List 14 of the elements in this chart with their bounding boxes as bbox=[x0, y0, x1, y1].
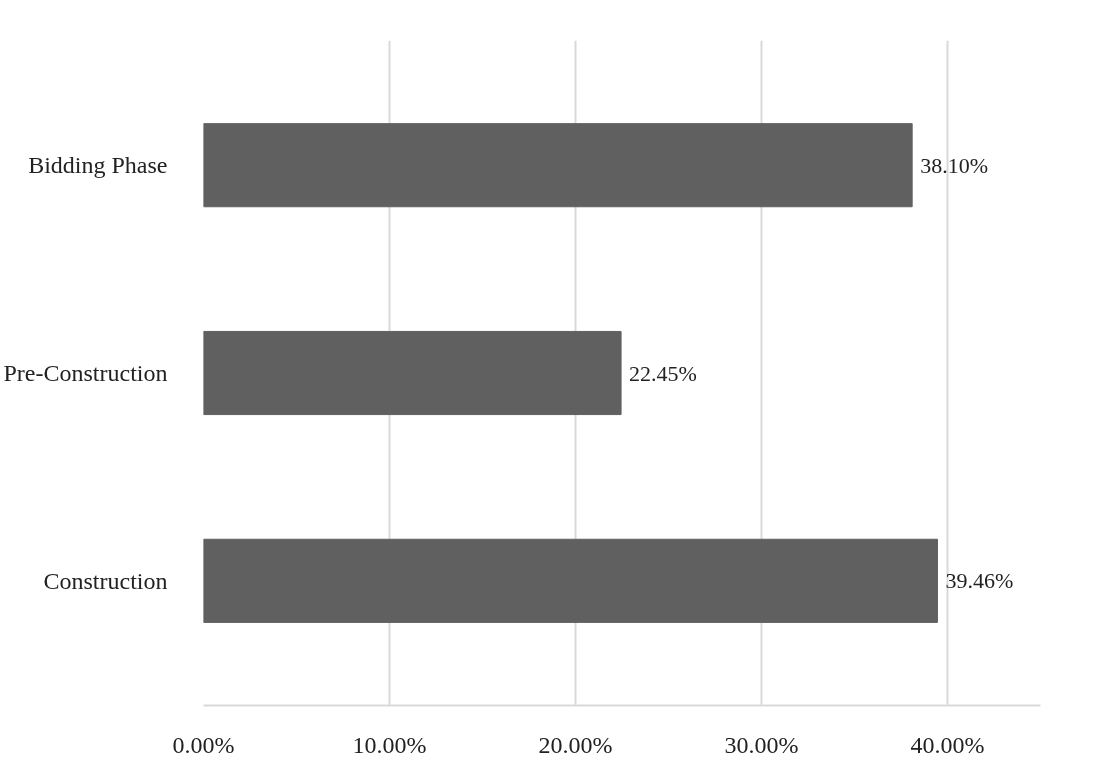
bar bbox=[203, 330, 622, 416]
x-tick-label: 30.00% bbox=[724, 731, 799, 758]
y-tick-label: Construction bbox=[43, 567, 168, 594]
data-label: 38.10% bbox=[920, 152, 988, 178]
y-tick-label: Bidding Phase bbox=[28, 152, 168, 179]
bar bbox=[203, 123, 913, 208]
x-tick-label: 10.00% bbox=[352, 731, 427, 758]
bar bbox=[203, 538, 938, 623]
data-label: 39.46% bbox=[945, 568, 1014, 594]
x-tick-label: 40.00% bbox=[910, 731, 985, 758]
y-tick-label: Pre-Construction bbox=[3, 360, 168, 386]
x-tick-label: 20.00% bbox=[538, 731, 613, 758]
x-tick-label: 0.00% bbox=[172, 731, 235, 758]
data-label: 22.45% bbox=[629, 360, 697, 386]
